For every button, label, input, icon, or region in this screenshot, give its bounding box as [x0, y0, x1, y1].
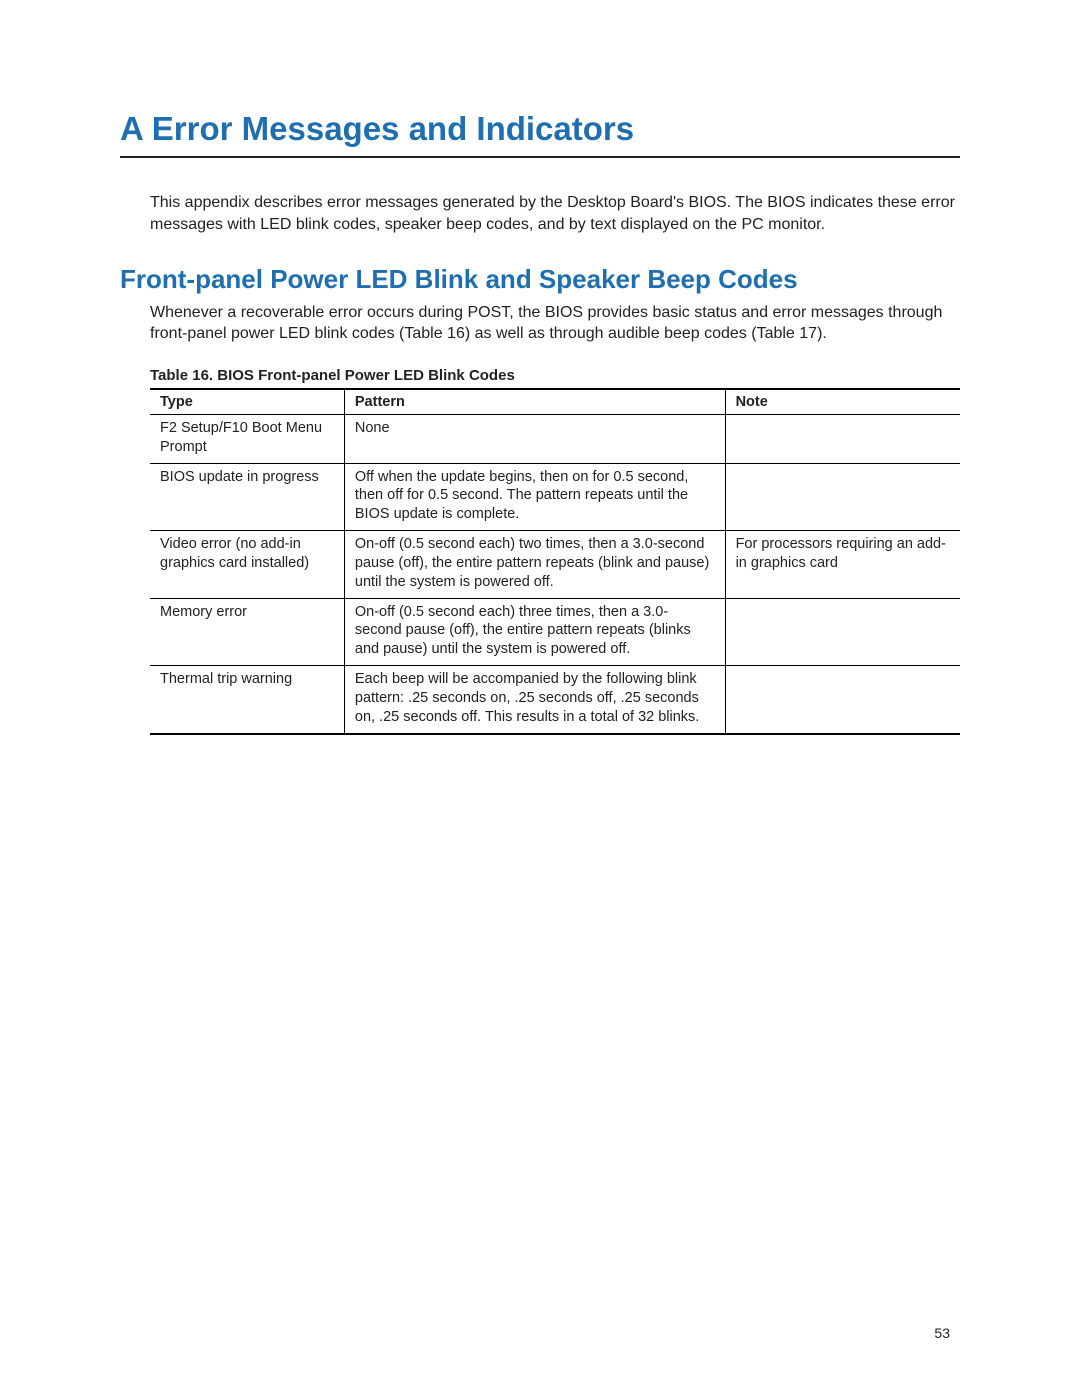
cell-pattern: On-off (0.5 second each) three times, th…	[344, 598, 725, 666]
section-title: Front-panel Power LED Blink and Speaker …	[120, 263, 960, 296]
cell-type: F2 Setup/F10 Boot Menu Prompt	[150, 414, 344, 463]
cell-note	[725, 666, 960, 734]
col-header-note: Note	[725, 389, 960, 415]
cell-type: Video error (no add-in graphics card ins…	[150, 531, 344, 599]
col-header-type: Type	[150, 389, 344, 415]
cell-note	[725, 414, 960, 463]
table-row: Thermal trip warning Each beep will be a…	[150, 666, 960, 734]
appendix-title: A Error Messages and Indicators	[120, 110, 960, 158]
cell-pattern: Each beep will be accompanied by the fol…	[344, 666, 725, 734]
table-caption: Table 16. BIOS Front-panel Power LED Bli…	[150, 367, 960, 384]
table-row: BIOS update in progress Off when the upd…	[150, 463, 960, 531]
intro-paragraph: This appendix describes error messages g…	[150, 192, 960, 235]
section-intro-paragraph: Whenever a recoverable error occurs duri…	[150, 302, 960, 345]
cell-note	[725, 598, 960, 666]
cell-type: BIOS update in progress	[150, 463, 344, 531]
table-row: Memory error On-off (0.5 second each) th…	[150, 598, 960, 666]
cell-pattern: On-off (0.5 second each) two times, then…	[344, 531, 725, 599]
col-header-pattern: Pattern	[344, 389, 725, 415]
cell-note	[725, 463, 960, 531]
table-row: Video error (no add-in graphics card ins…	[150, 531, 960, 599]
cell-pattern: None	[344, 414, 725, 463]
document-page: A Error Messages and Indicators This app…	[0, 0, 1080, 1397]
cell-type: Thermal trip warning	[150, 666, 344, 734]
table-header-row: Type Pattern Note	[150, 389, 960, 415]
cell-type: Memory error	[150, 598, 344, 666]
page-number: 53	[934, 1325, 950, 1341]
cell-pattern: Off when the update begins, then on for …	[344, 463, 725, 531]
table-row: F2 Setup/F10 Boot Menu Prompt None	[150, 414, 960, 463]
blink-codes-table: Type Pattern Note F2 Setup/F10 Boot Menu…	[150, 388, 960, 735]
cell-note: For processors requiring an add-in graph…	[725, 531, 960, 599]
